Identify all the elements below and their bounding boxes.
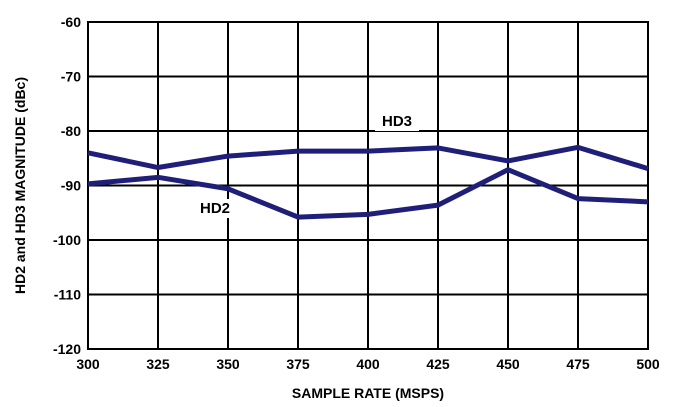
y-tick-label: -70 — [61, 69, 81, 85]
series-label-backing — [375, 112, 419, 131]
series-line-hd3 — [87, 144, 649, 171]
x-tick-label: 500 — [636, 356, 660, 372]
y-tick-label: -90 — [61, 178, 81, 194]
series-line-hd2 — [87, 167, 649, 220]
y-tick-label: -80 — [61, 123, 81, 139]
series-label-backing — [193, 199, 237, 218]
series-label-hd2: HD2 — [200, 200, 230, 217]
y-tick-label: -110 — [54, 287, 81, 303]
x-axis-label: SAMPLE RATE (MSPS) — [292, 385, 444, 401]
x-tick-label: 325 — [146, 356, 170, 372]
series-lines — [87, 144, 649, 220]
x-tick-label: 450 — [496, 356, 520, 372]
x-tick-label: 375 — [286, 356, 310, 372]
x-tick-label: 300 — [76, 356, 100, 372]
y-tick-label: -60 — [61, 14, 81, 30]
tick-labels: 300 325 350 375 400 425 450 475 500 -60 -70 -80 -90 -… — [53, 14, 660, 372]
x-tick-label: 475 — [566, 356, 590, 372]
plot-frame — [87, 21, 649, 350]
y-tick-label: -100 — [53, 232, 81, 248]
y-tick-label: -120 — [53, 341, 81, 357]
series-labels: HD3 HD2 — [193, 112, 419, 218]
x-tick-label: 350 — [216, 356, 240, 372]
x-tick-label: 425 — [426, 356, 450, 372]
series-label-hd3: HD3 — [382, 113, 412, 130]
grid — [87, 21, 649, 350]
y-axis-label: HD2 and HD3 MAGNITUDE (dBc) — [12, 77, 28, 294]
x-tick-label: 400 — [356, 356, 380, 372]
